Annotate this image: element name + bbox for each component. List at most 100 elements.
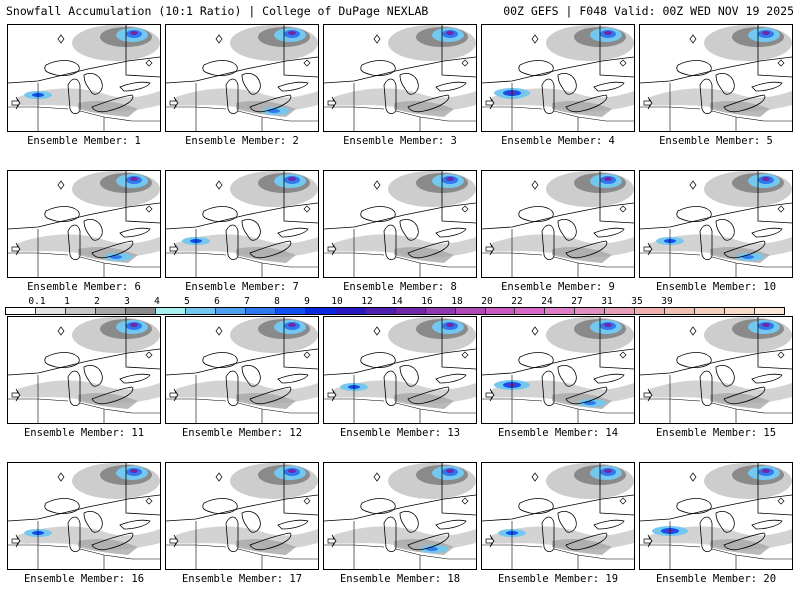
- ensemble-member-label: Ensemble Member: 1: [27, 135, 141, 147]
- ensemble-map-panel: [639, 24, 793, 132]
- snowfall-map: [324, 25, 476, 131]
- colorbar-label: 31: [601, 296, 613, 307]
- ensemble-map-panel: [7, 316, 161, 424]
- ensemble-map-panel: [7, 24, 161, 132]
- snowfall-map: [8, 463, 160, 569]
- snowfall-map: [166, 25, 318, 131]
- snowfall-map: [640, 317, 792, 423]
- ensemble-member-label: Ensemble Member: 18: [339, 573, 461, 585]
- ensemble-map-panel: [165, 316, 319, 424]
- colorbar-label: 5: [184, 296, 190, 307]
- ensemble-map-panel: [7, 170, 161, 278]
- colorbar-cell: [425, 308, 456, 314]
- snowfall-map: [8, 317, 160, 423]
- snowfall-map: [482, 25, 634, 131]
- ensemble-map-panel: [165, 24, 319, 132]
- snowfall-colorbar: 0.1 1 2 3 4 5 6 7 8 9 10 12 14 16 18 20 22 24 27 31 35 39: [5, 296, 785, 316]
- ensemble-map-panel: [323, 170, 477, 278]
- ensemble-member-label: Ensemble Member: 13: [339, 427, 461, 439]
- colorbar-label: 16: [421, 296, 433, 307]
- colorbar-cell: [485, 308, 516, 314]
- colorbar-label: 3: [124, 296, 130, 307]
- ensemble-member-label: Ensemble Member: 19: [497, 573, 619, 585]
- snowfall-map: [8, 25, 160, 131]
- colorbar-label: 7: [244, 296, 250, 307]
- ensemble-map-panel: [323, 24, 477, 132]
- ensemble-member-label: Ensemble Member: 15: [655, 427, 777, 439]
- snowfall-map: [324, 317, 476, 423]
- snowfall-map: [166, 463, 318, 569]
- snowfall-map: [640, 463, 792, 569]
- ensemble-map-panel: [639, 316, 793, 424]
- ensemble-map-panel: [481, 170, 635, 278]
- colorbar-label: 14: [391, 296, 403, 307]
- colorbar-cell: [65, 308, 96, 314]
- ensemble-member-label: Ensemble Member: 9: [501, 281, 615, 293]
- colorbar-label: 9: [304, 296, 310, 307]
- ensemble-map-panel: [165, 170, 319, 278]
- ensemble-member-label: Ensemble Member: 6: [27, 281, 141, 293]
- colorbar-cell: [215, 308, 246, 314]
- colorbar-label: 1: [64, 296, 70, 307]
- ensemble-member-label: Ensemble Member: 7: [185, 281, 299, 293]
- colorbar-label: 10: [331, 296, 343, 307]
- colorbar-cell: [155, 308, 186, 314]
- colorbar-cell: [725, 308, 756, 314]
- colorbar-cell: [125, 308, 156, 314]
- colorbar-label: 20: [481, 296, 493, 307]
- snowfall-map: [324, 171, 476, 277]
- ensemble-map-panel: [165, 462, 319, 570]
- colorbar-label: 39: [661, 296, 673, 307]
- colorbar-cell: [665, 308, 696, 314]
- ensemble-member-label: Ensemble Member: 10: [655, 281, 777, 293]
- colorbar-cell: [395, 308, 426, 314]
- ensemble-member-label: Ensemble Member: 16: [23, 573, 145, 585]
- colorbar-label: 27: [571, 296, 583, 307]
- ensemble-map-panel: [323, 316, 477, 424]
- ensemble-map-panel: [481, 316, 635, 424]
- colorbar-label: 12: [361, 296, 373, 307]
- ensemble-member-label: Ensemble Member: 3: [343, 135, 457, 147]
- colorbar-cell: [575, 308, 606, 314]
- colorbar-cell: [95, 308, 126, 314]
- colorbar-label: 18: [451, 296, 463, 307]
- colorbar-cell: [6, 308, 36, 314]
- colorbar-strip: [5, 307, 785, 315]
- colorbar-label: 6: [214, 296, 220, 307]
- model-run-info: 00Z GEFS | F048 Valid: 00Z WED NOV 19 20…: [503, 4, 794, 18]
- ensemble-map-panel: [639, 462, 793, 570]
- colorbar-label: 8: [274, 296, 280, 307]
- colorbar-cell: [305, 308, 336, 314]
- map-title: Snowfall Accumulation (10:1 Ratio) | Col…: [6, 4, 429, 18]
- colorbar-cell: [455, 308, 486, 314]
- ensemble-member-label: Ensemble Member: 17: [181, 573, 303, 585]
- colorbar-cell: [275, 308, 306, 314]
- colorbar-cell: [185, 308, 216, 314]
- ensemble-map-panel: [481, 24, 635, 132]
- colorbar-label: 4: [154, 296, 160, 307]
- snowfall-map: [166, 171, 318, 277]
- ensemble-member-label: Ensemble Member: 2: [185, 135, 299, 147]
- colorbar-cell: [695, 308, 726, 314]
- ensemble-member-label: Ensemble Member: 8: [343, 281, 457, 293]
- colorbar-cell: [245, 308, 276, 314]
- colorbar-cell: [635, 308, 666, 314]
- snowfall-map: [640, 25, 792, 131]
- snowfall-map: [640, 171, 792, 277]
- ensemble-member-label: Ensemble Member: 20: [655, 573, 777, 585]
- ensemble-map-panel: [7, 462, 161, 570]
- colorbar-cell: [515, 308, 546, 314]
- snowfall-map: [482, 463, 634, 569]
- snowfall-map: [482, 317, 634, 423]
- ensemble-map-panel: [323, 462, 477, 570]
- snowfall-map: [8, 171, 160, 277]
- ensemble-member-label: Ensemble Member: 4: [501, 135, 615, 147]
- colorbar-cell: [545, 308, 576, 314]
- colorbar-cell: [365, 308, 396, 314]
- colorbar-label: 35: [631, 296, 643, 307]
- colorbar-label: 2: [94, 296, 100, 307]
- ensemble-member-label: Ensemble Member: 5: [659, 135, 773, 147]
- ensemble-map-panel: [639, 170, 793, 278]
- colorbar-cell: [755, 308, 785, 314]
- snowfall-map: [324, 463, 476, 569]
